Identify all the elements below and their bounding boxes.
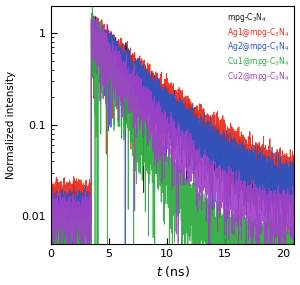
mpg-C$_3$N$_4$ (292, 185, 296, 188)
Ag2@mpg-C$_3$N$_4$ (292, 178, 296, 182)
Legend: mpg-C$_3$N$_4$, Ag1@mpg-C$_3$N$_4$, Ag2@mpg-C$_3$N$_4$, Cu1@mpg-C$_3$N$_4$, Cu2@: mpg-C$_3$N$_4$, Ag1@mpg-C$_3$N$_4$, Ag2@… (225, 9, 291, 84)
mpg-C$_3$N$_4$ (79, 260, 83, 264)
Cu1@mpg-C$_3$N$_4$ (268, 263, 272, 266)
Cu1@mpg-C$_3$N$_4$ (50, 263, 53, 266)
Cu1@mpg-C$_3$N$_4$ (75, 233, 79, 236)
mpg-C$_3$N$_4$ (206, 134, 209, 137)
Ag2@mpg-C$_3$N$_4$ (206, 148, 209, 151)
Cu1@mpg-C$_3$N$_4$ (237, 241, 240, 245)
Ag2@mpg-C$_3$N$_4$ (90, 11, 94, 15)
Y-axis label: Normalized intensity: Normalized intensity (6, 71, 16, 179)
Cu2@mpg-C$_3$N$_4$ (75, 201, 79, 205)
Ag2@mpg-C$_3$N$_4$ (49, 200, 52, 203)
mpg-C$_3$N$_4$ (49, 209, 52, 212)
Ag2@mpg-C$_3$N$_4$ (237, 145, 240, 148)
Line: Cu2@mpg-C$_3$N$_4$: Cu2@mpg-C$_3$N$_4$ (51, 17, 294, 264)
mpg-C$_3$N$_4$ (75, 202, 79, 205)
Cu1@mpg-C$_3$N$_4$ (153, 152, 157, 156)
Ag1@mpg-C$_3$N$_4$ (53, 263, 56, 266)
Cu1@mpg-C$_3$N$_4$ (144, 160, 147, 163)
Cu2@mpg-C$_3$N$_4$ (206, 168, 209, 172)
Ag1@mpg-C$_3$N$_4$ (75, 217, 79, 220)
Ag2@mpg-C$_3$N$_4$ (268, 179, 272, 182)
Ag2@mpg-C$_3$N$_4$ (153, 95, 157, 99)
Cu2@mpg-C$_3$N$_4$ (268, 232, 272, 235)
Line: Ag1@mpg-C$_3$N$_4$: Ag1@mpg-C$_3$N$_4$ (51, 15, 294, 264)
Cu1@mpg-C$_3$N$_4$ (292, 229, 296, 233)
Ag1@mpg-C$_3$N$_4$ (237, 176, 240, 179)
Ag1@mpg-C$_3$N$_4$ (153, 85, 157, 89)
mpg-C$_3$N$_4$ (94, 15, 97, 19)
X-axis label: $t$ (ns): $t$ (ns) (155, 264, 190, 280)
Ag1@mpg-C$_3$N$_4$ (292, 178, 296, 181)
Cu2@mpg-C$_3$N$_4$ (153, 133, 157, 136)
Ag1@mpg-C$_3$N$_4$ (49, 196, 52, 199)
Cu1@mpg-C$_3$N$_4$ (91, 2, 94, 5)
Ag1@mpg-C$_3$N$_4$ (268, 157, 272, 161)
Cu2@mpg-C$_3$N$_4$ (49, 226, 52, 230)
Cu2@mpg-C$_3$N$_4$ (237, 173, 240, 176)
mpg-C$_3$N$_4$ (153, 98, 157, 101)
Cu2@mpg-C$_3$N$_4$ (59, 263, 62, 266)
Ag1@mpg-C$_3$N$_4$ (90, 14, 93, 17)
Ag2@mpg-C$_3$N$_4$ (144, 80, 147, 84)
Cu1@mpg-C$_3$N$_4$ (206, 222, 209, 225)
mpg-C$_3$N$_4$ (144, 70, 147, 74)
Ag2@mpg-C$_3$N$_4$ (62, 263, 66, 266)
Ag1@mpg-C$_3$N$_4$ (206, 132, 209, 135)
Cu1@mpg-C$_3$N$_4$ (49, 221, 52, 225)
Cu2@mpg-C$_3$N$_4$ (144, 105, 147, 108)
Line: mpg-C$_3$N$_4$: mpg-C$_3$N$_4$ (51, 17, 294, 262)
mpg-C$_3$N$_4$ (268, 184, 272, 188)
mpg-C$_3$N$_4$ (237, 144, 240, 147)
Line: Cu1@mpg-C$_3$N$_4$: Cu1@mpg-C$_3$N$_4$ (51, 3, 294, 264)
Cu2@mpg-C$_3$N$_4$ (292, 225, 296, 229)
Line: Ag2@mpg-C$_3$N$_4$: Ag2@mpg-C$_3$N$_4$ (51, 13, 294, 264)
Cu2@mpg-C$_3$N$_4$ (92, 15, 95, 18)
Ag1@mpg-C$_3$N$_4$ (144, 72, 147, 76)
Ag2@mpg-C$_3$N$_4$ (75, 197, 79, 200)
